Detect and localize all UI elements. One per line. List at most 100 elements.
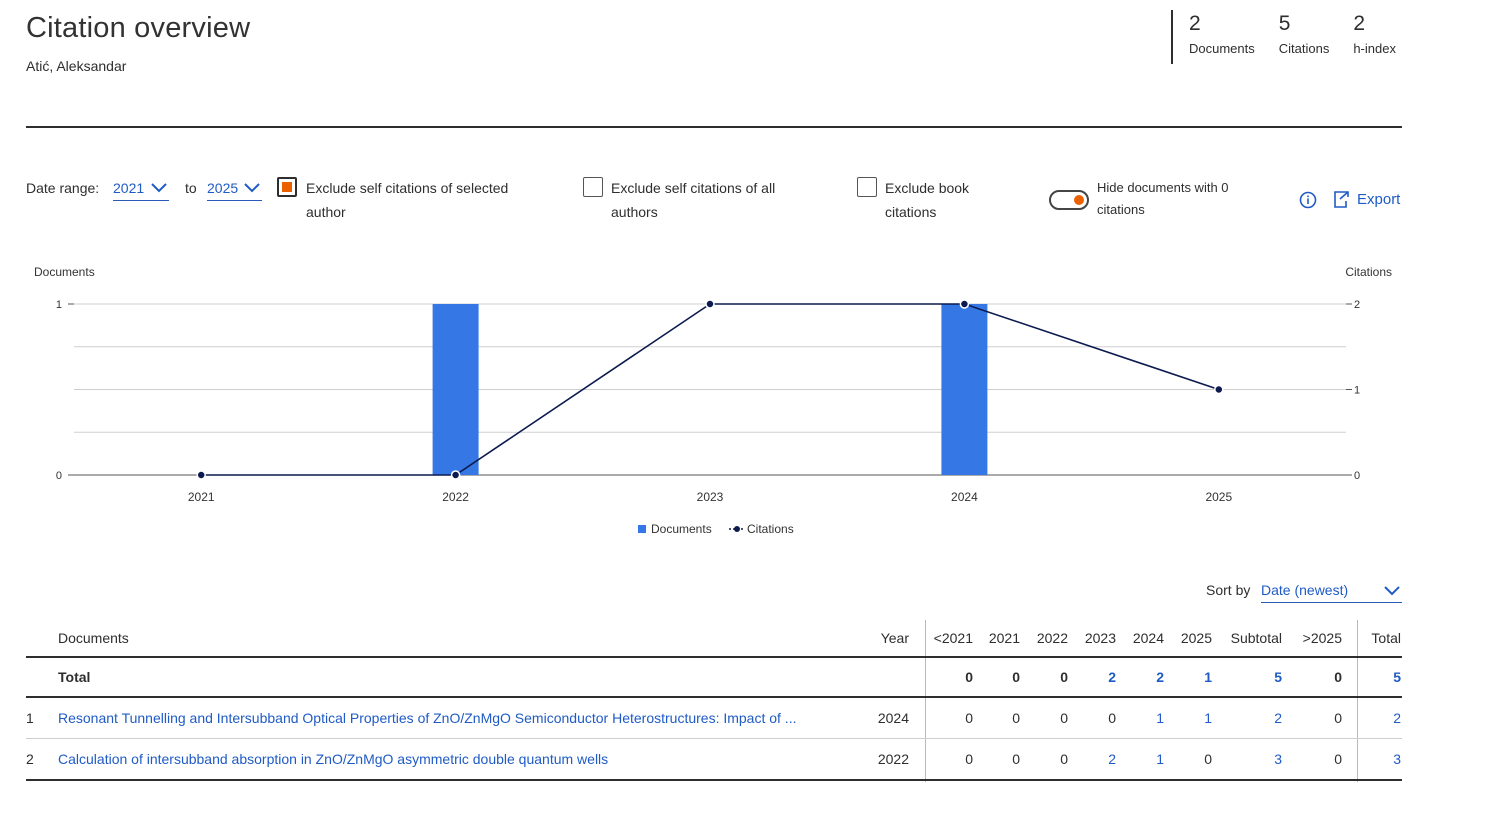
col-documents[interactable]: Documents	[58, 630, 129, 646]
from-year-select[interactable]: 2021	[113, 180, 169, 201]
table-header-row: Documents Year <2021 2021 2022 2023 2024…	[26, 620, 1402, 658]
info-icon[interactable]	[1299, 191, 1317, 209]
row-cell-link[interactable]: 1	[1156, 710, 1164, 726]
x-tick-label: 2022	[442, 490, 469, 504]
total-cell: 0	[965, 669, 973, 685]
col-subtotal: Subtotal	[1230, 630, 1282, 646]
total-total-link[interactable]: 5	[1393, 669, 1401, 685]
col-total: Total	[1371, 630, 1401, 646]
row-total-link[interactable]: 2	[1393, 710, 1401, 726]
hide-zero-line1: Hide documents with 0	[1097, 180, 1229, 195]
row-cell-link[interactable]: 1	[1204, 710, 1212, 726]
document-title-link[interactable]: Resonant Tunnelling and Intersubband Opt…	[58, 698, 862, 738]
col-year[interactable]: Year	[880, 630, 909, 646]
y-left-tick-label: 1	[56, 299, 62, 311]
table-row: 2 Calculation of intersubband absorption…	[26, 739, 1402, 781]
metric-h-index-value: 2	[1353, 12, 1366, 35]
exclude-self-selected-checkbox[interactable]	[277, 177, 297, 197]
sort-by-label: Sort by	[1206, 582, 1251, 598]
col-2021: 2021	[988, 630, 1020, 646]
exclude-self-all-checkbox[interactable]	[583, 177, 603, 197]
metric-h-index-label: h-index	[1353, 41, 1396, 56]
documents-bar	[941, 304, 988, 475]
to-year-value: 2025	[207, 180, 239, 196]
export-button[interactable]: Export	[1332, 190, 1400, 209]
exclude-book-checkbox[interactable]	[857, 177, 877, 197]
y-axis-left-label: Documents	[34, 265, 95, 279]
metric-citations-label: Citations	[1278, 41, 1330, 56]
x-tick-label: 2025	[1205, 490, 1232, 504]
row-cell: 0	[965, 710, 973, 726]
x-axis-labels: 2021 2022 2023 2024 2025	[188, 490, 1233, 504]
document-title[interactable]: Calculation of intersubband absorption i…	[58, 751, 609, 767]
metric-h-index: 2 h-index	[1353, 10, 1396, 64]
documents-bar	[432, 304, 479, 475]
chevron-down-icon	[151, 183, 167, 193]
metric-documents-label: Documents	[1189, 41, 1255, 56]
document-title-link[interactable]: Calculation of intersubband absorption i…	[58, 739, 862, 779]
date-range-label: Date range:	[26, 180, 100, 196]
total-cell: 0	[1060, 669, 1068, 685]
row-cell: 0	[1204, 751, 1212, 767]
total-cell-link[interactable]: 1	[1204, 669, 1212, 685]
exclude-self-all-line2: authors	[611, 204, 658, 220]
legend-citations-label: Citations	[747, 522, 794, 536]
row-total-link[interactable]: 3	[1393, 751, 1401, 767]
exclude-self-all-line1: Exclude self citations of all	[611, 180, 776, 196]
metric-citations: 5 Citations	[1279, 10, 1330, 64]
row-cell-link[interactable]: 2	[1108, 751, 1116, 767]
legend-citations-marker	[734, 526, 740, 532]
row-cell: 0	[1334, 751, 1342, 767]
row-cell: 0	[1012, 751, 1020, 767]
to-year-select[interactable]: 2025	[207, 180, 262, 201]
column-divider	[1357, 620, 1358, 782]
row-index: 2	[26, 751, 34, 767]
to-label: to	[185, 180, 197, 196]
row-subtotal-link[interactable]: 3	[1274, 751, 1282, 767]
total-cell-link[interactable]: 2	[1108, 669, 1116, 685]
y-axis-right-label: Citations	[1345, 265, 1392, 279]
total-cell-link[interactable]: 2	[1156, 669, 1164, 685]
hide-zero-label: Hide documents with 0 citations	[1097, 177, 1247, 221]
document-title[interactable]: Resonant Tunnelling and Intersubband Opt…	[58, 710, 797, 726]
col-2025: 2025	[1180, 630, 1212, 646]
hide-zero-toggle[interactable]	[1049, 190, 1089, 210]
row-cell: 0	[965, 751, 973, 767]
metric-citations-value: 5	[1278, 12, 1291, 35]
legend-documents-swatch	[638, 525, 646, 533]
x-tick-label: 2023	[697, 490, 724, 504]
citation-table: Documents Year <2021 2021 2022 2023 2024…	[26, 620, 1402, 782]
exclude-self-all-label: Exclude self citations of all authors	[611, 176, 775, 224]
citations-point	[705, 299, 715, 309]
chart-ticks: 0 1 0 1 2	[56, 299, 1360, 482]
chart-legend: Documents Citations	[638, 522, 794, 536]
y-right-tick-label: 2	[1354, 299, 1360, 311]
y-left-tick-label: 0	[56, 470, 62, 482]
row-cell: 0	[1060, 710, 1068, 726]
col-2022: 2022	[1036, 630, 1068, 646]
metric-documents: 2 Documents	[1189, 10, 1255, 64]
exclude-self-selected-line1: Exclude self citations of selected	[306, 180, 509, 196]
from-year-value: 2021	[113, 180, 145, 196]
exclude-self-selected-label: Exclude self citations of selected autho…	[306, 176, 508, 224]
metrics-panel: 2 Documents 5 Citations 2 h-index	[1171, 10, 1396, 64]
col-2023: 2023	[1084, 630, 1116, 646]
citations-point	[959, 299, 970, 309]
filter-controls: Date range: 2021 to 2025 Exclude self ci…	[0, 176, 1501, 236]
row-cell: 0	[1334, 710, 1342, 726]
export-label: Export	[1357, 191, 1401, 208]
total-cell: 0	[1334, 669, 1342, 685]
row-cell-link[interactable]: 1	[1156, 751, 1164, 767]
row-year: 2024	[877, 710, 909, 726]
legend-documents-label: Documents	[651, 522, 712, 536]
x-tick-label: 2021	[188, 490, 215, 504]
citations-point	[1214, 384, 1224, 395]
sort-select[interactable]: Date (newest)	[1261, 582, 1402, 603]
citations-point	[196, 470, 206, 480]
chevron-down-icon	[244, 183, 260, 193]
total-subtotal-link[interactable]: 5	[1274, 669, 1282, 685]
col-after-2025: >2025	[1302, 630, 1342, 646]
row-subtotal-link[interactable]: 2	[1274, 710, 1282, 726]
total-cell: 0	[1012, 669, 1020, 685]
toggle-knob	[1074, 195, 1084, 205]
